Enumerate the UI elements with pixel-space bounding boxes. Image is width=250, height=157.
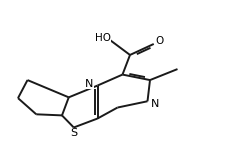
Text: O: O — [155, 36, 164, 46]
Text: N: N — [151, 99, 160, 109]
Text: HO: HO — [94, 33, 110, 43]
Text: N: N — [85, 79, 94, 89]
Text: S: S — [70, 128, 77, 138]
